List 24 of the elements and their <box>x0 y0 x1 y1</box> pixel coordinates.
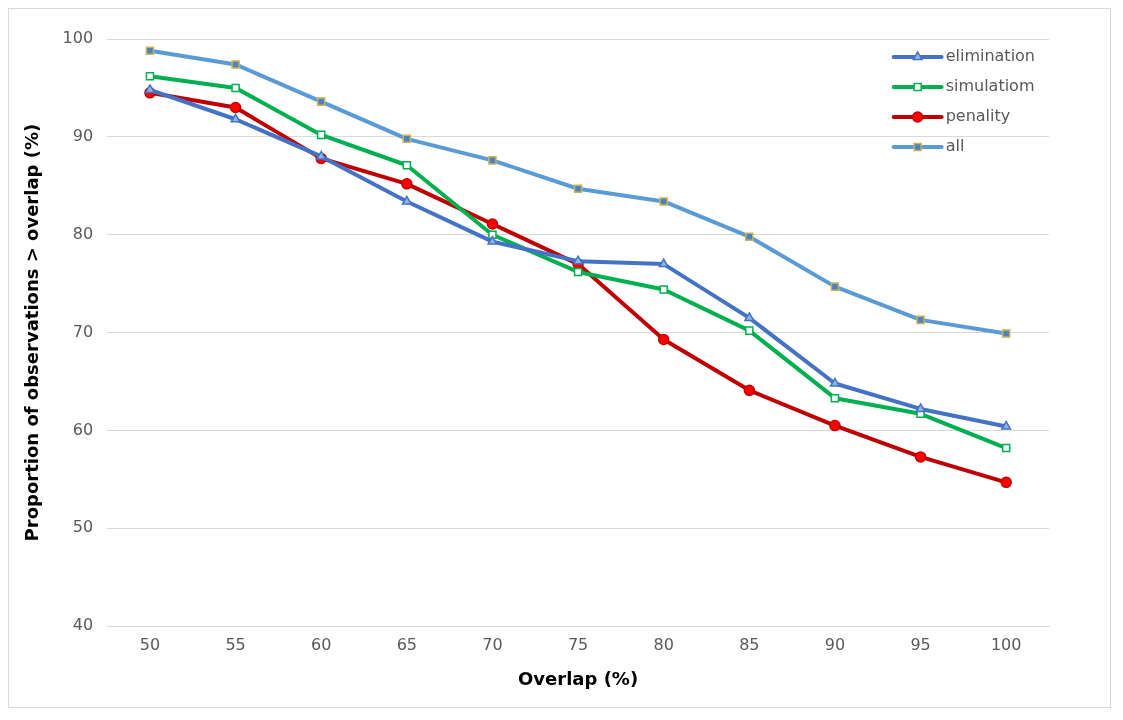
legend-label: simulatiom <box>945 76 1035 96</box>
x-tick-label: 90 <box>824 634 846 654</box>
x-tick-label: 55 <box>225 634 246 654</box>
x-tick-label: 70 <box>482 634 503 654</box>
legend-label: elimination <box>945 46 1035 66</box>
y-tick-label: 100 <box>62 28 94 48</box>
y-axis-title: Proportion of observations > overlap (%) <box>21 123 43 542</box>
x-axis-title: Overlap (%) <box>518 667 639 689</box>
x-tick-label: 80 <box>653 634 674 654</box>
y-tick-label: 80 <box>72 223 94 243</box>
y-tick-label: 50 <box>72 517 94 537</box>
legend-label: penality <box>945 106 1011 126</box>
y-tick-label: 40 <box>72 615 94 635</box>
x-tick-label: 60 <box>311 634 332 654</box>
y-tick-label: 70 <box>72 321 94 341</box>
x-tick-label: 95 <box>910 634 931 654</box>
x-tick-label: 50 <box>139 634 161 654</box>
x-tick-label: 75 <box>567 634 589 654</box>
x-tick-label: 100 <box>990 634 1022 654</box>
y-tick-label: 60 <box>72 419 94 439</box>
x-tick-label: 85 <box>739 634 760 654</box>
legend-label: all <box>945 136 965 156</box>
y-tick-label: 90 <box>72 126 94 146</box>
x-tick-label: 65 <box>396 634 417 654</box>
